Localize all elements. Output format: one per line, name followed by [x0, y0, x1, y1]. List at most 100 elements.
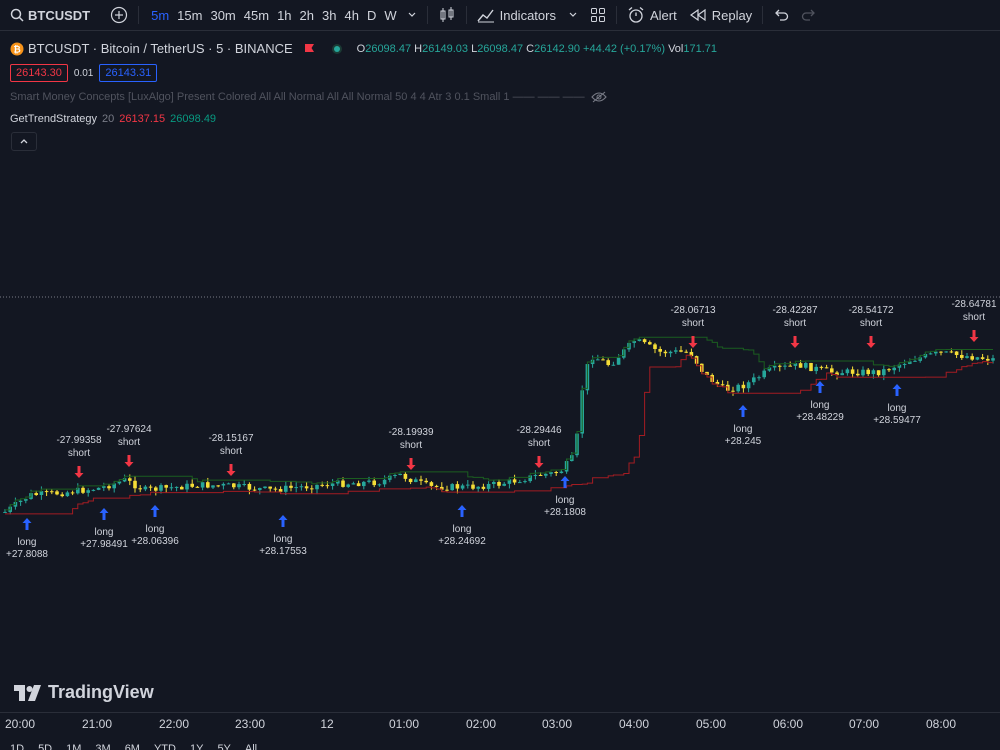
candle-body — [866, 369, 870, 375]
candle-body — [752, 377, 756, 383]
candle-body — [991, 358, 995, 361]
candle-body — [91, 489, 96, 491]
range-5y[interactable]: 5Y — [217, 743, 231, 750]
flag-icon[interactable] — [303, 43, 315, 55]
candle-body — [949, 351, 954, 353]
redo-button[interactable] — [795, 0, 823, 30]
interval-d[interactable]: D — [366, 7, 377, 23]
short-arrow-icon — [790, 336, 800, 348]
time-tick-label: 22:00 — [158, 717, 190, 731]
interval-30m[interactable]: 30m — [210, 7, 236, 23]
range-1y[interactable]: 1Y — [189, 743, 204, 750]
candle-body — [954, 351, 959, 356]
candle-body — [242, 483, 246, 485]
undo-button[interactable] — [767, 0, 795, 30]
range-3m[interactable]: 3M — [95, 743, 111, 750]
interval-15m[interactable]: 15m — [177, 7, 203, 23]
range-all[interactable]: All — [244, 743, 258, 750]
eye-hidden-icon[interactable] — [590, 91, 607, 103]
candle-body — [861, 369, 865, 376]
long-arrow-icon — [560, 476, 570, 488]
price-chart[interactable]: long+27.8088-27.99358shortlong+27.98491-… — [0, 0, 1000, 712]
candle-body — [18, 500, 23, 502]
interval-5m[interactable]: 5m — [151, 7, 170, 23]
strategy-legend[interactable]: GetTrendStrategy 20 26137.15 26098.49 — [10, 113, 216, 125]
long-arrow-icon — [22, 518, 32, 530]
candle-body — [856, 373, 860, 376]
time-tick-label: 20:00 — [4, 717, 36, 731]
buy-button[interactable]: 26143.31 — [99, 64, 158, 82]
candle-body — [559, 471, 564, 474]
indicators-button[interactable]: Indicators — [471, 0, 562, 30]
signal-label: short — [118, 437, 140, 448]
interval-1h[interactable]: 1h — [277, 7, 292, 23]
candle-body — [258, 487, 262, 490]
long-signal: long+28.59477 — [873, 384, 921, 426]
legend-main[interactable]: ₿ BTCUSDT · Bitcoin / TetherUS · 5 · BIN… — [10, 41, 717, 56]
long-signal: long+28.06396 — [131, 505, 179, 547]
candle-body — [741, 384, 746, 389]
candle-body — [138, 488, 142, 490]
candle-body — [986, 358, 990, 361]
range-1m[interactable]: 1M — [66, 743, 82, 750]
long-signal: long+27.98491 — [80, 508, 128, 550]
candle-body — [107, 486, 111, 489]
collapse-legend-button[interactable] — [11, 132, 37, 151]
replay-button[interactable]: Replay — [683, 0, 758, 30]
interval-dropdown[interactable] — [401, 0, 423, 30]
indicators-dropdown[interactable] — [562, 0, 584, 30]
candle-body — [840, 373, 844, 376]
signal-value: +28.245 — [725, 436, 762, 447]
signal-label: short — [860, 318, 882, 329]
candle-body — [684, 351, 688, 353]
interval-4h[interactable]: 4h — [344, 7, 359, 23]
alert-button[interactable]: Alert — [621, 0, 683, 30]
candle-body — [512, 479, 517, 483]
signal-value: -28.15167 — [208, 433, 253, 444]
plus-circle-icon — [111, 6, 128, 24]
interval-3h[interactable]: 3h — [322, 7, 337, 23]
time-tick-label: 07:00 — [848, 717, 880, 731]
chevron-down-icon — [408, 12, 416, 17]
candle-body — [689, 351, 694, 357]
candle-body — [736, 384, 740, 392]
candle-body — [408, 478, 413, 483]
chevron-down-icon — [569, 12, 577, 17]
candle-body — [715, 381, 720, 385]
strategy-name: GetTrendStrategy — [10, 113, 98, 125]
range-ytd[interactable]: YTD — [153, 743, 176, 750]
range-1d[interactable]: 1D — [10, 743, 25, 750]
candle-body — [154, 487, 158, 491]
signal-value: +28.06396 — [131, 536, 179, 547]
candle-body — [393, 475, 397, 477]
candle-body — [549, 472, 553, 474]
interval-w[interactable]: W — [384, 7, 397, 23]
candle-body — [783, 365, 787, 367]
candle-body — [824, 367, 829, 369]
long-signal: long+28.48229 — [796, 381, 844, 423]
candle-body — [980, 357, 985, 359]
short-arrow-icon — [124, 455, 134, 467]
interval-45m[interactable]: 45m — [243, 7, 270, 23]
signal-value: -28.42287 — [772, 305, 817, 316]
candle-body — [809, 362, 813, 372]
range-5d[interactable]: 5D — [38, 743, 53, 750]
smc-indicator-legend[interactable]: Smart Money Concepts [LuxAlgo] Present C… — [10, 91, 607, 103]
candle-body — [544, 473, 548, 476]
long-signal: long+27.8088 — [6, 518, 48, 560]
time-axis[interactable]: 20:00 21:00 22:00 23:00 12 01:00 02:00 03:00 04:… — [0, 712, 1000, 735]
interval-2h[interactable]: 2h — [299, 7, 314, 23]
time-tick-label: 04:00 — [618, 717, 650, 731]
alert-label: Alert — [649, 7, 677, 23]
layouts-button[interactable] — [584, 0, 612, 30]
divider — [465, 6, 467, 24]
candle-body — [117, 481, 122, 484]
sell-button[interactable]: 26143.30 — [10, 64, 68, 82]
time-tick-label: 01:00 — [388, 717, 420, 731]
compare-button[interactable] — [104, 0, 134, 30]
symbol-search[interactable]: BTCUSDT — [0, 0, 96, 30]
range-6m[interactable]: 6M — [124, 743, 140, 750]
candle-body — [523, 481, 527, 483]
chart-type-button[interactable] — [432, 0, 462, 30]
candle-body — [928, 353, 933, 355]
